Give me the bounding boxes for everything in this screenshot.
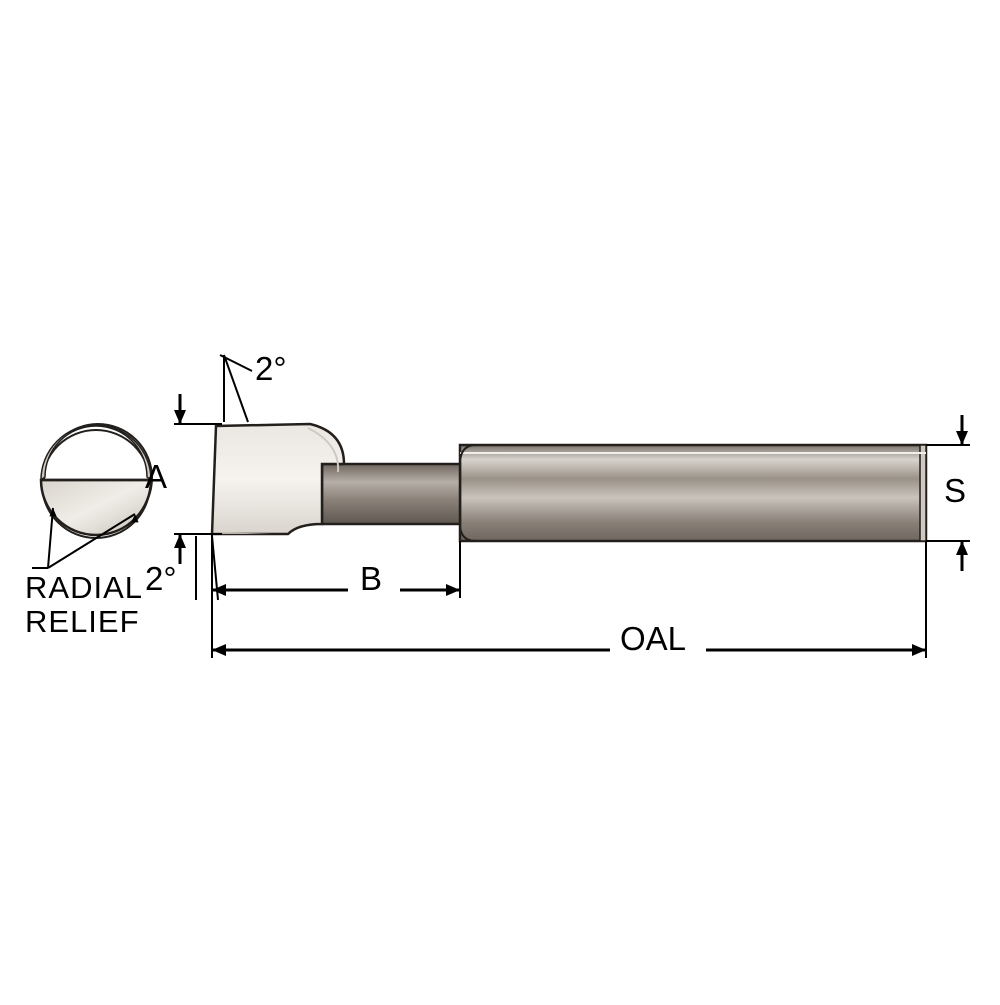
label-A: A (145, 458, 167, 496)
label-B: B (360, 560, 382, 598)
label-angle-bottom: 2° (145, 560, 177, 598)
diagram-svg (0, 0, 1000, 1000)
label-S: S (944, 472, 966, 510)
label-radial-2: RELIEF (25, 604, 140, 640)
label-angle-top: 2° (255, 350, 287, 388)
label-radial-1: RADIAL (25, 570, 143, 606)
label-OAL: OAL (620, 620, 686, 658)
